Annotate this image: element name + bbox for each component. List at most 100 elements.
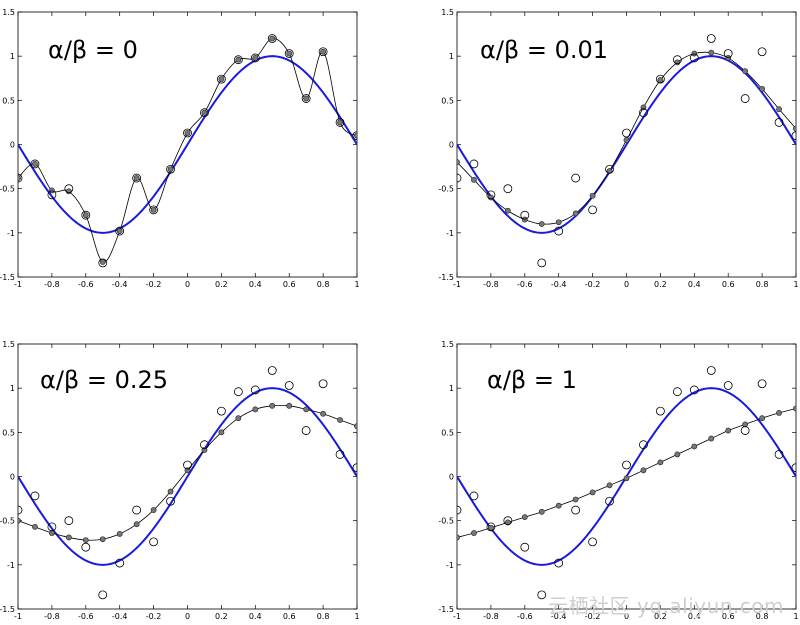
x-tick-label: 0.2 — [654, 612, 667, 621]
fit-point — [286, 402, 293, 409]
x-tick-label: 0.2 — [215, 280, 228, 289]
observation-point — [740, 426, 750, 435]
y-tick-label: -1 — [446, 229, 454, 238]
x-tick-label: 0 — [624, 612, 629, 621]
fit-point — [252, 406, 259, 413]
y-tick-label: 0.5 — [441, 96, 454, 105]
observation-point — [200, 440, 209, 450]
fit-point — [65, 188, 72, 195]
observation-point — [605, 164, 614, 174]
x-tick-label: -0.8 — [483, 612, 499, 621]
observation-point — [469, 491, 479, 501]
observation-point — [200, 108, 209, 118]
observation-point — [30, 491, 40, 501]
fit-point — [776, 106, 782, 113]
observation-point — [284, 381, 294, 390]
x-tick-label: 0.4 — [688, 280, 701, 289]
observation-point — [469, 159, 479, 169]
x-tick-label: -0.8 — [483, 280, 499, 289]
fit-point — [18, 175, 21, 181]
x-tick-label: 0.8 — [317, 280, 330, 289]
observation-point — [301, 426, 311, 435]
observation-point — [98, 258, 108, 268]
x-tick-label: 0.8 — [756, 280, 769, 289]
fit-point — [133, 175, 140, 181]
fit-point — [457, 159, 460, 166]
x-tick-label: 0.2 — [654, 280, 667, 289]
fit-point — [235, 56, 242, 63]
fit-point — [337, 417, 343, 423]
observation-point — [457, 173, 462, 183]
observation-point — [284, 49, 294, 58]
observation-point — [723, 381, 733, 390]
x-tick-label: -0.8 — [44, 280, 60, 289]
observation-point — [672, 55, 682, 65]
fit-point — [116, 531, 123, 537]
fit-point — [49, 187, 55, 194]
fit-point — [303, 95, 310, 102]
observation-point — [64, 516, 74, 526]
x-tick-label: 0.8 — [756, 612, 769, 621]
y-tick-label: 1.5 — [441, 8, 454, 17]
observation-point — [335, 118, 345, 127]
x-tick-label: 0 — [185, 280, 190, 289]
observation-point — [503, 516, 513, 526]
observation-point — [791, 463, 796, 473]
fit-point — [320, 410, 326, 417]
y-tick-label: 0.5 — [2, 428, 15, 437]
fit-point — [555, 502, 562, 509]
fit-point — [167, 166, 174, 173]
observation-point — [723, 49, 733, 58]
fit-point — [201, 109, 208, 116]
fit-point — [589, 489, 596, 496]
observation-point — [30, 159, 40, 169]
observation-point — [233, 387, 243, 397]
y-tick-label: -0.5 — [438, 517, 454, 526]
observation-point — [166, 496, 175, 506]
observation-point — [301, 94, 311, 103]
observation-point — [18, 505, 23, 515]
fit-point — [471, 176, 477, 183]
y-tick-label: 1 — [10, 384, 15, 393]
fit-point — [303, 406, 310, 413]
observation-point — [537, 258, 547, 268]
chart-panel-1: -1 -0.8 -0.6 -0.4 -0.2 0 0.2 0.4 0.6 0.8 1-1.5-1-0… — [0, 8, 360, 289]
observation-point — [486, 190, 496, 200]
x-tick-label: -1 — [14, 612, 22, 621]
observation-point — [183, 128, 192, 138]
fit-point — [708, 435, 715, 442]
x-tick-label: 0.6 — [722, 612, 735, 621]
y-tick-label: 1 — [449, 52, 454, 61]
observation-point — [216, 74, 226, 84]
y-tick-label: 1 — [449, 384, 454, 393]
fit-point — [269, 35, 276, 42]
fit-point — [589, 192, 596, 199]
observation-point — [98, 590, 108, 600]
fit-point — [354, 132, 357, 139]
y-tick-label: 1.5 — [441, 340, 454, 349]
x-tick-label: -0.8 — [44, 612, 60, 621]
x-tick-label: -0.6 — [517, 280, 533, 289]
fit-point — [742, 421, 749, 428]
observation-point — [605, 496, 614, 506]
fit-point — [657, 459, 664, 466]
panel-title: α/β = 0.25 — [40, 366, 168, 394]
observation-point — [588, 205, 597, 215]
observation-point — [318, 47, 328, 57]
fit-point — [674, 59, 681, 66]
fit-point — [657, 77, 664, 83]
observation-point — [216, 406, 226, 416]
fit-point — [286, 50, 293, 57]
fitted-curve — [457, 408, 796, 538]
y-tick-label: -1 — [446, 561, 454, 570]
fit-point — [691, 50, 698, 57]
fit-point — [708, 49, 715, 56]
observation-point — [267, 34, 277, 43]
observation-point — [47, 190, 57, 200]
fit-point — [82, 537, 89, 543]
observation-point — [774, 118, 784, 127]
y-tick-label: -1 — [7, 561, 15, 570]
x-tick-label: 1 — [354, 612, 359, 621]
y-tick-label: -1.5 — [438, 605, 454, 614]
